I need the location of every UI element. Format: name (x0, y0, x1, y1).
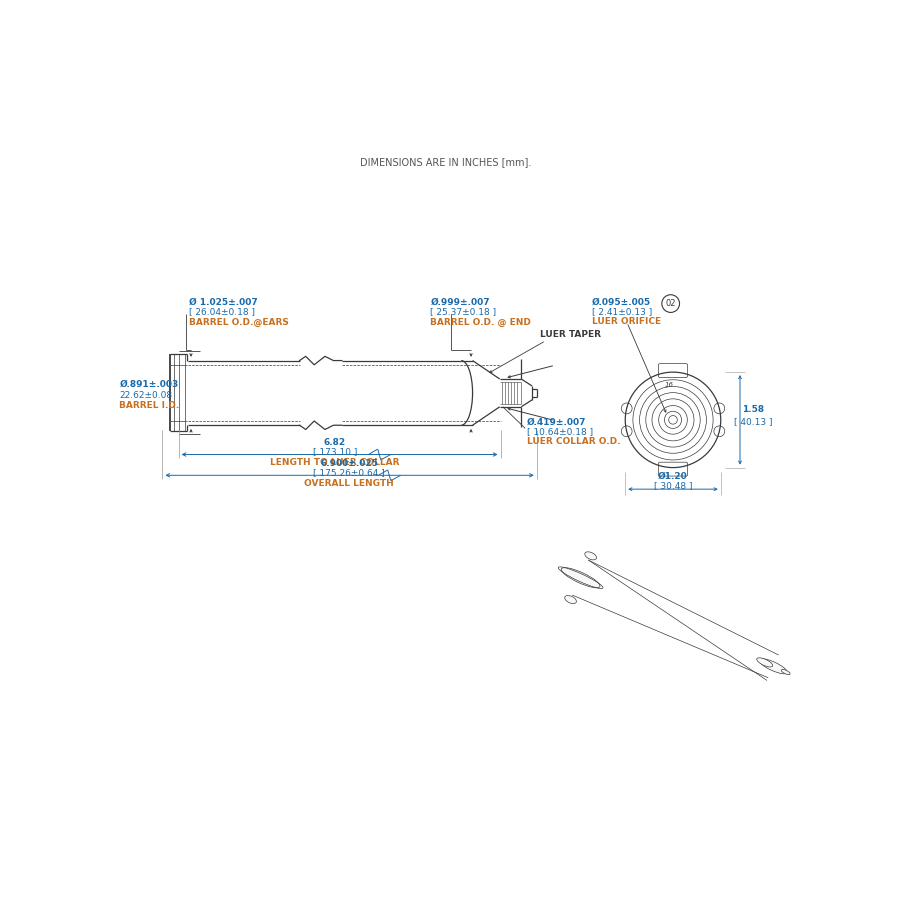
Text: LUER COLLAR O.D.: LUER COLLAR O.D. (526, 437, 620, 446)
Text: [ 2.41±0.13 ]: [ 2.41±0.13 ] (592, 308, 652, 317)
Text: [ 25.37±0.18 ]: [ 25.37±0.18 ] (430, 308, 497, 317)
Text: OVERALL LENGTH: OVERALL LENGTH (304, 479, 394, 488)
Text: BARREL O.D.@EARS: BARREL O.D.@EARS (189, 318, 289, 327)
Text: 6.82: 6.82 (324, 438, 346, 447)
Text: 16: 16 (664, 382, 673, 388)
Text: BARREL O.D. @ END: BARREL O.D. @ END (430, 318, 531, 327)
Text: 6.900±.025: 6.900±.025 (320, 459, 378, 468)
Text: Ø1.20: Ø1.20 (658, 472, 688, 482)
Ellipse shape (759, 659, 788, 674)
Text: DIMENSIONS ARE IN INCHES [mm].: DIMENSIONS ARE IN INCHES [mm]. (360, 157, 532, 166)
Text: [ 26.04±0.18 ]: [ 26.04±0.18 ] (189, 308, 256, 317)
Text: [ 175.26±0.64 ]: [ 175.26±0.64 ] (313, 468, 385, 477)
Text: [ 40.13 ]: [ 40.13 ] (734, 417, 772, 426)
Text: [ 30.48 ]: [ 30.48 ] (653, 482, 692, 490)
Text: 22.62±0.08: 22.62±0.08 (120, 391, 173, 400)
Text: [ 173.10 ]: [ 173.10 ] (313, 447, 357, 456)
Text: BARREL I.D.: BARREL I.D. (120, 401, 180, 410)
Ellipse shape (781, 670, 790, 675)
Text: 02: 02 (665, 299, 676, 308)
Text: LUER ORIFICE: LUER ORIFICE (592, 318, 662, 327)
Text: Ø.891±.003: Ø.891±.003 (120, 380, 178, 389)
Text: 1.58: 1.58 (742, 405, 764, 414)
Text: Ø.999±.007: Ø.999±.007 (430, 298, 491, 307)
Text: [ 10.64±0.18 ]: [ 10.64±0.18 ] (526, 428, 593, 436)
Ellipse shape (585, 552, 597, 560)
Ellipse shape (757, 658, 773, 667)
Text: Ø 1.025±.007: Ø 1.025±.007 (189, 298, 258, 307)
Text: LUER TAPER: LUER TAPER (540, 330, 601, 339)
Text: Ø.095±.005: Ø.095±.005 (592, 298, 652, 307)
Text: Ø.419±.007: Ø.419±.007 (526, 418, 586, 427)
Ellipse shape (564, 596, 576, 604)
Ellipse shape (562, 568, 600, 588)
Text: LENGTH TO LUER COLLAR: LENGTH TO LUER COLLAR (270, 458, 400, 467)
